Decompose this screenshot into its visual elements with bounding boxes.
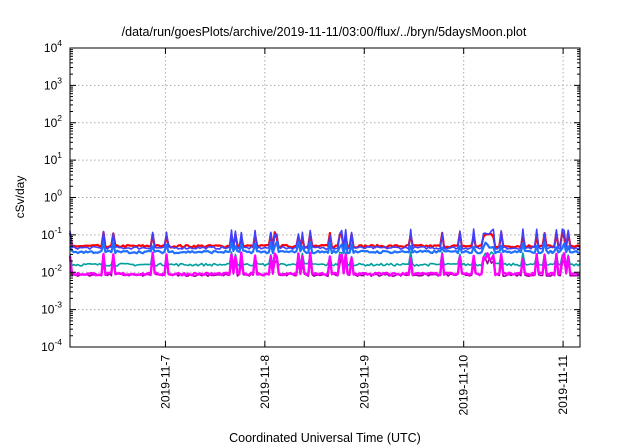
y-tick-label: 102 — [44, 113, 62, 130]
series-line-3 — [69, 251, 581, 267]
x-tick-label: 2019-11-11 — [556, 355, 570, 415]
chart-title: /data/run/goesPlots/archive/2019-11-11/0… — [122, 25, 527, 39]
x-tick-label: 2019-11-9 — [357, 355, 371, 409]
series-line-4 — [69, 240, 581, 255]
grid-lines — [70, 48, 580, 347]
y-tick-label: 104 — [44, 38, 62, 55]
y-tick-label: 100 — [44, 188, 62, 205]
x-tick-label: 2019-11-7 — [158, 355, 172, 409]
y-tick-label: 101 — [44, 150, 62, 167]
y-tick-label: 10-4 — [41, 337, 62, 354]
x-tick-label: 2019-11-8 — [258, 355, 272, 409]
y-tick-label: 10-3 — [41, 300, 62, 317]
series-line-6 — [68, 251, 581, 277]
x-tick-label: 2019-11-10 — [457, 355, 471, 416]
series-layer — [68, 228, 581, 277]
y-axis-label: cSv/day — [13, 176, 27, 219]
x-axis-label: Coordinated Universal Time (UTC) — [229, 431, 421, 445]
series-line-2 — [69, 228, 581, 250]
y-tick-label: 103 — [44, 75, 62, 92]
axis-ticks — [70, 47, 580, 348]
y-tick-label: 10-1 — [41, 225, 62, 242]
x-tick-labels: 2019-11-7 2019-11-8 2019-11-9 2019-11-10 201… — [158, 355, 570, 416]
y-tick-labels: 104 103 102 101 100 10-1 10-2 10-3 10-4 — [41, 38, 62, 354]
y-tick-label: 10-2 — [41, 262, 62, 279]
